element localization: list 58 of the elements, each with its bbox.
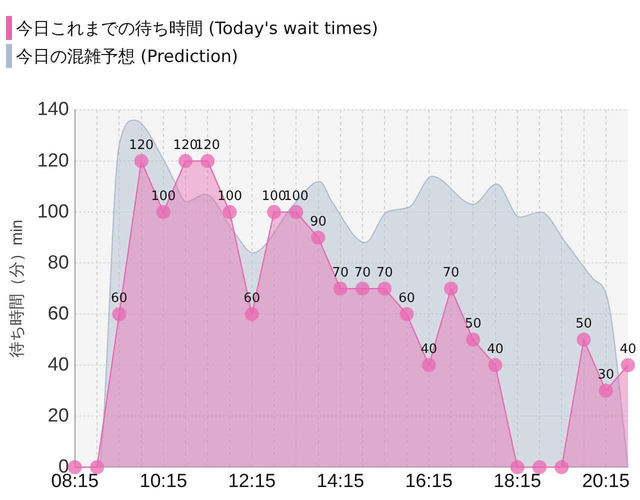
point — [178, 154, 193, 168]
y-axis-title: 待ち時間（分）min — [8, 220, 26, 358]
point — [112, 307, 126, 322]
data-label: 60 — [398, 290, 416, 306]
data-label: 70 — [376, 265, 393, 280]
data-label: 120 — [128, 138, 154, 153]
point — [598, 384, 613, 398]
y-tick-label: 120 — [37, 150, 69, 172]
x-tick-label: 10:15 — [140, 470, 188, 492]
point — [200, 154, 215, 168]
x-tick-label: 20:15 — [582, 470, 630, 492]
data-label: 60 — [244, 290, 260, 306]
data-label: 50 — [575, 316, 592, 332]
x-tick-label: 18:15 — [494, 470, 542, 492]
point — [311, 230, 326, 245]
data-label: 70 — [354, 265, 371, 280]
data-label: 70 — [442, 265, 460, 280]
point — [90, 460, 104, 474]
data-label: 100 — [284, 188, 309, 204]
data-label: 100 — [262, 188, 286, 204]
point — [134, 154, 148, 168]
y-tick-label: 80 — [48, 252, 69, 274]
legend-label: 今日の混雑予想 (Prediction) — [16, 46, 238, 68]
y-tick-label: 40 — [48, 354, 69, 376]
x-tick-label: 16:15 — [405, 470, 453, 492]
point — [488, 358, 502, 372]
y-tick-label: 140 — [37, 99, 69, 120]
y-tick-label: 20 — [48, 405, 69, 426]
point — [289, 205, 304, 220]
point — [267, 205, 282, 220]
data-label: 120 — [195, 138, 220, 153]
point — [532, 460, 547, 474]
data-label: 90 — [310, 214, 327, 230]
point — [356, 282, 370, 296]
point — [400, 307, 414, 322]
data-label: 100 — [150, 188, 176, 204]
point — [621, 358, 635, 372]
x-tick-label: 12:15 — [228, 470, 276, 492]
point — [244, 307, 259, 322]
point — [333, 282, 348, 296]
y-tick-label: 100 — [37, 201, 69, 222]
data-label: 40 — [620, 342, 636, 358]
point — [466, 332, 480, 347]
point — [444, 282, 458, 296]
point — [510, 460, 524, 474]
point — [554, 460, 569, 474]
y-tick-label: 60 — [48, 303, 69, 324]
point — [222, 205, 237, 220]
legend-label: 今日これまでの待ち時間 (Today's wait times) — [16, 18, 378, 40]
x-tick-label: 14:15 — [316, 470, 364, 492]
data-label: 70 — [332, 265, 349, 280]
point — [422, 358, 436, 372]
point — [378, 282, 392, 296]
data-label: 30 — [598, 368, 614, 383]
data-label: 120 — [173, 138, 198, 153]
data-label: 40 — [486, 342, 504, 358]
point — [156, 205, 170, 220]
point — [576, 332, 591, 347]
